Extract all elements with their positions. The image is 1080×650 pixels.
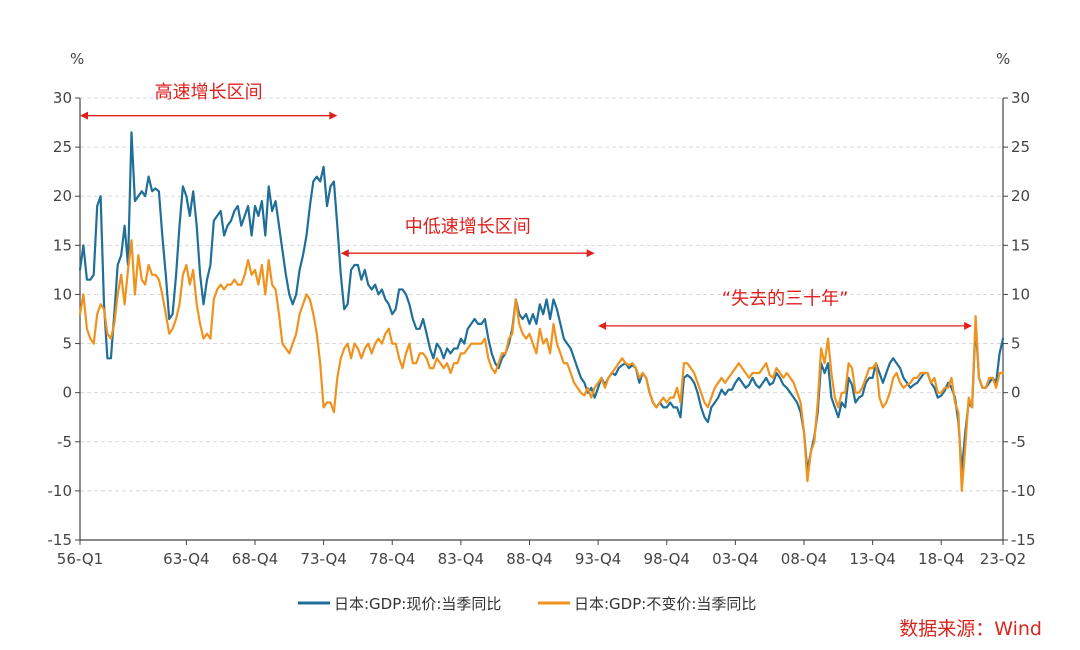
x-tick-label: 13-Q4 — [849, 550, 895, 568]
y-tick-label-right: 0 — [1011, 384, 1021, 402]
y-tick-label-left: 0 — [62, 384, 72, 402]
y-tick-label-left: 30 — [53, 89, 72, 107]
x-tick-label: 56-Q1 — [57, 550, 103, 568]
x-tick-label: 73-Q4 — [300, 550, 346, 568]
chart-axes — [79, 98, 1004, 541]
y-tick-label-left: 20 — [53, 187, 72, 205]
x-tick-label: 63-Q4 — [163, 550, 209, 568]
y-tick-label-left: -5 — [57, 433, 72, 451]
y-tick-label-right: -15 — [1011, 531, 1036, 549]
x-tick-label: 03-Q4 — [712, 550, 758, 568]
annotation-arrowhead-left — [340, 249, 349, 258]
legend-label-nominal: 日本:GDP:现价:当季同比 — [334, 595, 501, 613]
y-tick-label-left: -15 — [48, 531, 73, 549]
x-tick-label: 68-Q4 — [232, 550, 278, 568]
legend: 日本:GDP:现价:当季同比 日本:GDP:不变价:当季同比 — [298, 595, 756, 613]
x-tick-label: 78-Q4 — [369, 550, 415, 568]
y-tick-label-right: 30 — [1011, 89, 1030, 107]
x-tick-label: 93-Q4 — [575, 550, 621, 568]
y-tick-label-right: 25 — [1011, 138, 1030, 156]
y-tick-label-left: -10 — [48, 482, 73, 500]
x-tick-label: 98-Q4 — [644, 550, 690, 568]
y-tick-label-left: 25 — [53, 138, 72, 156]
legend-label-real: 日本:GDP:不变价:当季同比 — [574, 595, 756, 613]
annotation-label: 中低速增长区间 — [405, 217, 531, 238]
annotation-arrowhead-right — [586, 249, 595, 258]
y-axis-left-ticks: 30 25 20 15 10 5 0 -5 -10 -15 — [48, 89, 80, 549]
y-unit-left: % — [70, 50, 84, 68]
annotation-label: 高速增长区间 — [155, 82, 263, 103]
data-source-label: 数据来源：Wind — [899, 618, 1042, 640]
series-line-real — [78, 239, 1005, 492]
annotation-arrowhead-right — [329, 111, 338, 120]
x-tick-label: 88-Q4 — [506, 550, 552, 568]
y-tick-label-right: 20 — [1011, 187, 1030, 205]
annotation-arrowhead-right — [964, 321, 973, 330]
x-tick-label: 08-Q4 — [781, 550, 827, 568]
x-tick-label: 83-Q4 — [438, 550, 484, 568]
y-tick-label-left: 15 — [53, 236, 72, 254]
x-tick-label: 23-Q2 — [980, 550, 1026, 568]
y-tick-label-left: 5 — [62, 335, 72, 353]
y-tick-label-right: -10 — [1011, 482, 1036, 500]
y-tick-label-right: 15 — [1011, 236, 1030, 254]
y-axis-right-ticks: 30 25 20 15 10 5 0 -5 -10 -15 — [1003, 89, 1036, 549]
y-tick-label-right: -5 — [1011, 433, 1026, 451]
x-tick-label: 18-Q4 — [918, 550, 964, 568]
series-lines — [78, 131, 1005, 492]
y-tick-label-left: 10 — [53, 285, 72, 303]
grid-lines — [80, 97, 1003, 492]
y-unit-right: % — [996, 50, 1010, 68]
y-tick-label-right: 5 — [1011, 335, 1021, 353]
annotation-arrowhead-left — [80, 111, 88, 120]
annotation-arrowhead-left — [598, 321, 607, 330]
y-tick-label-right: 10 — [1011, 285, 1030, 303]
annotation-label: “失去的三十年” — [722, 288, 849, 309]
series-line-nominal — [78, 131, 1005, 473]
x-axis-ticks: 56-Q1 63-Q4 68-Q4 73-Q4 78-Q4 83-Q4 88-Q4 93-Q4… — [57, 540, 1026, 568]
